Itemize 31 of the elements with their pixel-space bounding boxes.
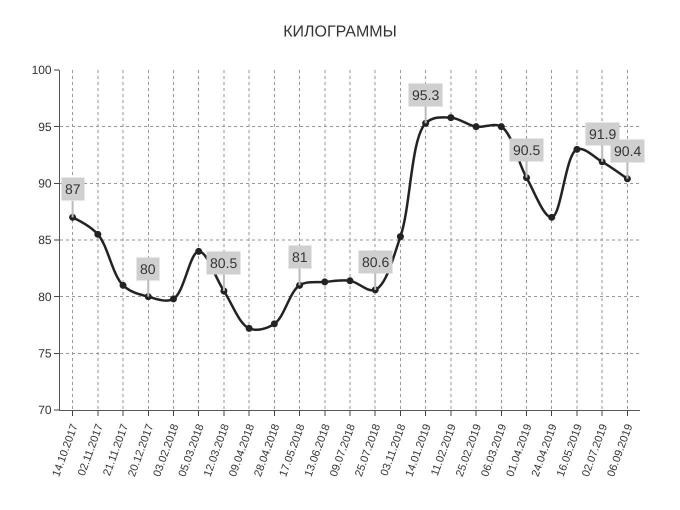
y-tick-label: 70 [38, 403, 52, 418]
y-tick-label: 85 [38, 233, 52, 248]
point [270, 320, 278, 328]
data-label: 80.6 [362, 254, 390, 270]
point [120, 282, 127, 289]
data-label: 80.5 [210, 255, 238, 271]
point [548, 214, 556, 221]
y-tick-label: 80 [38, 290, 52, 304]
data-label: 90.5 [513, 142, 540, 158]
point [321, 278, 328, 286]
point [498, 123, 505, 130]
chart-title: КИЛОГРАММЫ [283, 24, 397, 41]
y-tick-label: 90 [38, 176, 52, 191]
point [170, 295, 177, 302]
data-label: 87 [65, 181, 81, 197]
data-label: 80 [140, 261, 156, 277]
data-label: 91.9 [589, 126, 616, 142]
y-tick-label: 100 [32, 63, 52, 78]
data-label: 95.3 [412, 87, 440, 103]
data-label: 90.4 [614, 143, 642, 159]
point [573, 146, 580, 153]
point [94, 230, 102, 238]
point [472, 123, 480, 130]
point [195, 248, 202, 255]
point [396, 233, 404, 240]
y-tick-label: 75 [38, 346, 52, 361]
y-tick-label: 95 [38, 120, 52, 134]
point [246, 324, 253, 332]
point [346, 277, 354, 284]
data-label: 81 [292, 249, 308, 265]
point [447, 114, 454, 122]
